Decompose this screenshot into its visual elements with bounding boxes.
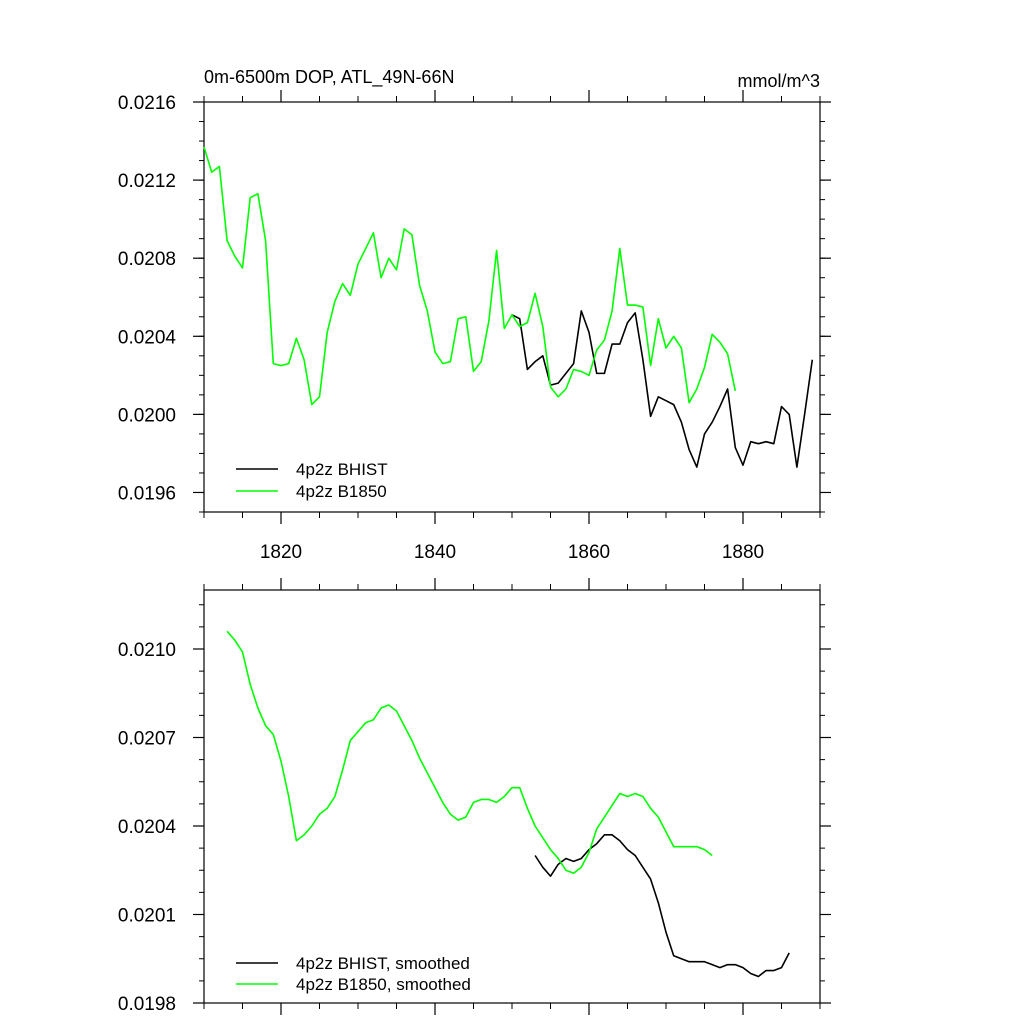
b1850-line: [226, 630, 713, 875]
x-tick-label: 1820: [260, 542, 302, 563]
bottom-legend: 4p2z BHIST, smoothed 4p2z B1850, smoothed: [236, 954, 471, 994]
bottom-panel: 0.0198 0.0201 0.0204 0.0207 0.0210 4p2z BHIS…: [118, 578, 831, 1015]
y-tick-label: 0.0204: [118, 817, 177, 838]
top-y-axis: 0.0196 0.0200 0.0204 0.0208 0.0212 0.0216: [118, 93, 831, 513]
top-x-axis: 1820 1840 1860 1880: [203, 90, 821, 563]
y-tick-label: 0.0200: [118, 405, 176, 426]
bottom-series: [226, 630, 790, 978]
legend-label-bhist: 4p2z BHIST, smoothed: [296, 954, 470, 973]
top-series: [203, 146, 814, 468]
bottom-x-axis: [203, 578, 821, 1015]
y-tick-label: 0.0212: [118, 171, 176, 192]
y-tick-label: 0.0208: [118, 249, 176, 270]
legend-label-b1850: 4p2z B1850, smoothed: [296, 975, 471, 994]
bottom-plot-frame: [203, 589, 821, 1004]
chart-title: 0m-6500m DOP, ATL_49N-66N: [204, 67, 454, 88]
top-panel: 0.0196 0.0200 0.0204 0.0208 0.0212 0.0216 182…: [118, 67, 831, 563]
legend-label-b1850: 4p2z B1850: [296, 482, 387, 501]
y-tick-label: 0.0196: [118, 483, 176, 504]
legend-label-bhist: 4p2z BHIST: [296, 460, 388, 479]
y-tick-label: 0.0201: [118, 906, 176, 927]
bottom-y-axis: 0.0198 0.0201 0.0204 0.0207 0.0210: [118, 604, 831, 1015]
y-tick-label: 0.0207: [118, 729, 176, 750]
b1850-line: [203, 146, 737, 406]
bhist-line: [534, 834, 790, 978]
y-tick-label: 0.0210: [118, 640, 176, 661]
x-tick-label: 1880: [722, 542, 764, 563]
x-tick-label: 1860: [568, 542, 610, 563]
y-tick-label: 0.0198: [118, 994, 176, 1015]
bhist-line: [511, 310, 814, 468]
x-tick-label: 1840: [414, 542, 456, 563]
top-plot-frame: [203, 101, 821, 513]
y-tick-label: 0.0204: [118, 327, 177, 348]
top-legend: 4p2z BHIST 4p2z B1850: [236, 460, 388, 501]
y-tick-label: 0.0216: [118, 93, 176, 114]
units-label: mmol/m^3: [738, 71, 820, 91]
